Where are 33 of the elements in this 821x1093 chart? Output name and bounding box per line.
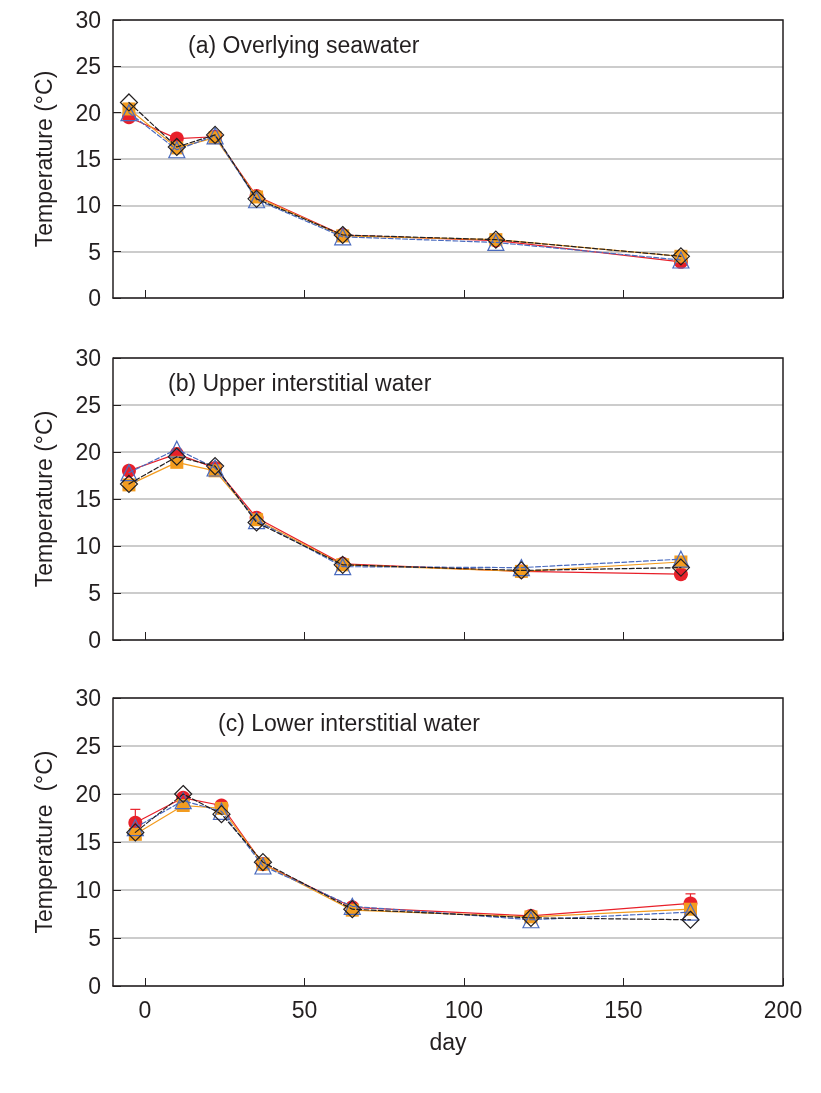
y-tick-label: 10 [75, 192, 101, 219]
y-tick-label: 10 [75, 877, 101, 903]
y-axis-title: Temperature (°C) [30, 70, 57, 248]
text: (c) Lower interstitial water [218, 709, 481, 736]
y-tick-label: 30 [75, 345, 101, 371]
x-axis-title: day [429, 1028, 468, 1055]
y-axis-title: Temperature (°C) [30, 750, 57, 934]
y-tick-label: 30 [75, 7, 101, 33]
y-tick-label: 15 [75, 486, 101, 512]
y-tick-label: 5 [88, 580, 101, 606]
y-tick-label: 0 [88, 285, 101, 311]
x-tick-label: 150 [604, 996, 643, 1023]
y-tick-label: 15 [75, 146, 101, 172]
y-tick-label: 5 [88, 238, 101, 265]
y-tick-label: 20 [75, 439, 101, 465]
text: (b) Upper interstitial water [168, 369, 432, 396]
y-tick-label: 5 [88, 925, 101, 951]
x-tick-label: 100 [444, 996, 484, 1023]
text: (a) Overlying seawater [188, 31, 420, 58]
y-tick-label: 20 [75, 99, 101, 126]
y-tick-label: 0 [88, 973, 101, 999]
y-tick-label: 25 [75, 733, 101, 759]
y-axis-title: Temperature (°C) [30, 410, 57, 588]
x-tick-label: 200 [763, 996, 803, 1023]
y-tick-label: 25 [75, 53, 101, 80]
y-tick-label: 10 [75, 533, 101, 559]
x-tick-label: 0 [138, 996, 152, 1023]
y-tick-label: 15 [75, 829, 101, 855]
y-tick-label: 30 [75, 685, 101, 711]
y-tick-label: 20 [75, 781, 101, 807]
y-tick-label: 25 [75, 392, 101, 418]
y-tick-label: 0 [88, 627, 101, 653]
x-tick-label: 50 [291, 996, 318, 1023]
